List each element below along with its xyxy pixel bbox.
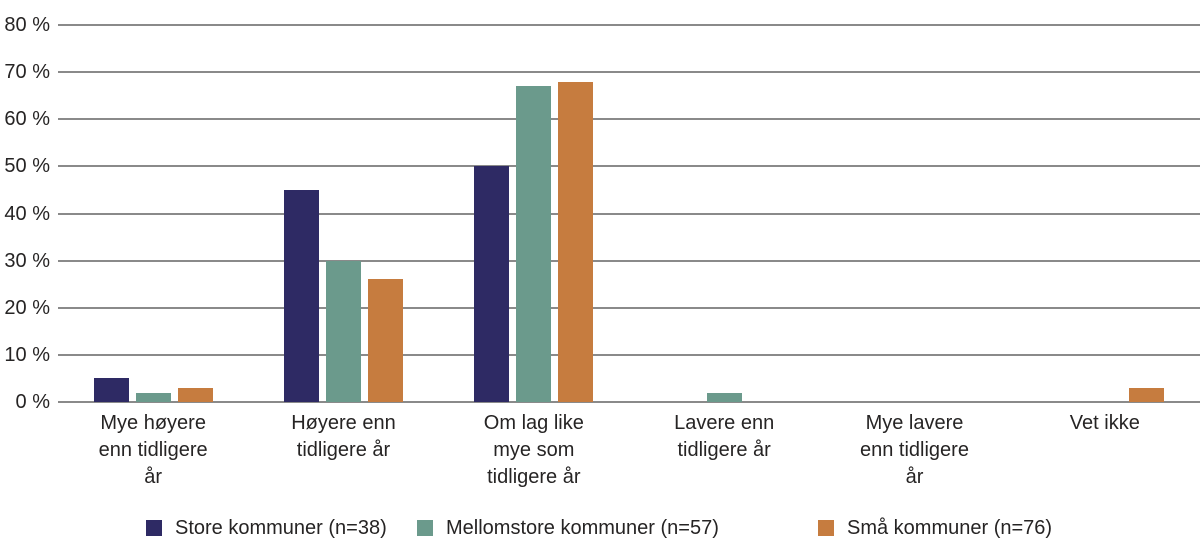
gridline-40 <box>58 212 1200 215</box>
bar-series0-cat2 <box>474 166 510 402</box>
legend-swatch-icon <box>417 520 433 536</box>
bar-group-3 <box>629 25 819 402</box>
bar-group-2 <box>439 25 629 402</box>
bar-series1-cat2 <box>516 86 552 402</box>
x-tick-label-2: Om lag like mye som tidligere år <box>483 412 584 488</box>
bar-series1-cat0 <box>135 392 171 402</box>
legend-item-2: Små kommuner (n=76) <box>818 514 1052 542</box>
gridline-60 <box>58 118 1200 121</box>
y-tick-label-20: 20 % <box>4 296 50 319</box>
bar-group-4 <box>819 25 1009 402</box>
bar-series2-cat2 <box>558 81 594 402</box>
legend-label: Store kommuner (n=38) <box>175 516 387 539</box>
y-tick-label-50: 50 % <box>4 155 50 178</box>
bar-series0-cat1 <box>283 189 319 402</box>
legend-label: Små kommuner (n=76) <box>847 516 1053 539</box>
legend-item-0: Store kommuner (n=38) <box>146 514 387 542</box>
y-axis: 0 % 10 % 20 % 30 % 40 % 50 % 60 % 70 % 80 % <box>0 14 50 413</box>
bar-series1-cat3 <box>706 392 742 402</box>
y-tick-label-30: 30 % <box>4 249 50 272</box>
bar-series2-cat0 <box>177 387 213 402</box>
y-tick-label-10: 10 % <box>4 343 50 366</box>
y-tick-label-80: 80 % <box>4 14 50 36</box>
bar-series2-cat1 <box>367 279 403 402</box>
gridline-0 <box>58 401 1200 403</box>
x-tick-label-0: Mye høyere enn tidligere år <box>98 412 208 488</box>
plot-area <box>58 24 1200 403</box>
x-tick-label-1: Høyere enn tidligere år <box>291 412 396 461</box>
y-tick-label-40: 40 % <box>4 202 50 225</box>
y-tick-label-0: 0 % <box>15 391 50 413</box>
bar-series0-cat0 <box>93 378 129 402</box>
x-tick-label-3: Lavere enn tidligere år <box>674 412 775 461</box>
x-axis-labels: Mye høyere enn tidligere år Høyere enn ti… <box>58 410 1200 491</box>
gridline-70 <box>58 71 1200 74</box>
gridline-80 <box>58 24 1200 26</box>
bar-group-1 <box>248 25 438 402</box>
legend-label: Mellomstore kommuner (n=57) <box>446 516 719 539</box>
legend-swatch-icon <box>146 520 162 536</box>
gridline-30 <box>58 259 1200 262</box>
legend-swatch-icon <box>818 520 834 536</box>
bar-group-0 <box>58 25 248 402</box>
legend-item-1: Mellomstore kommuner (n=57) <box>417 514 719 542</box>
x-tick-label-5: Vet ikke <box>1069 412 1140 434</box>
y-tick-label-60: 60 % <box>4 108 50 131</box>
bar-groups <box>58 25 1200 402</box>
gridline-20 <box>58 306 1200 309</box>
gridline-10 <box>58 353 1200 356</box>
gridline-50 <box>58 165 1200 168</box>
bar-series2-cat5 <box>1129 387 1165 402</box>
bar-series1-cat1 <box>325 260 361 402</box>
chart-legend: Store kommuner (n=38) Mellomstore kommune… <box>0 514 1200 542</box>
x-tick-label-4: Mye lavere enn tidligere år <box>859 412 969 488</box>
bar-group-5 <box>1010 25 1200 402</box>
y-tick-label-70: 70 % <box>4 61 50 84</box>
